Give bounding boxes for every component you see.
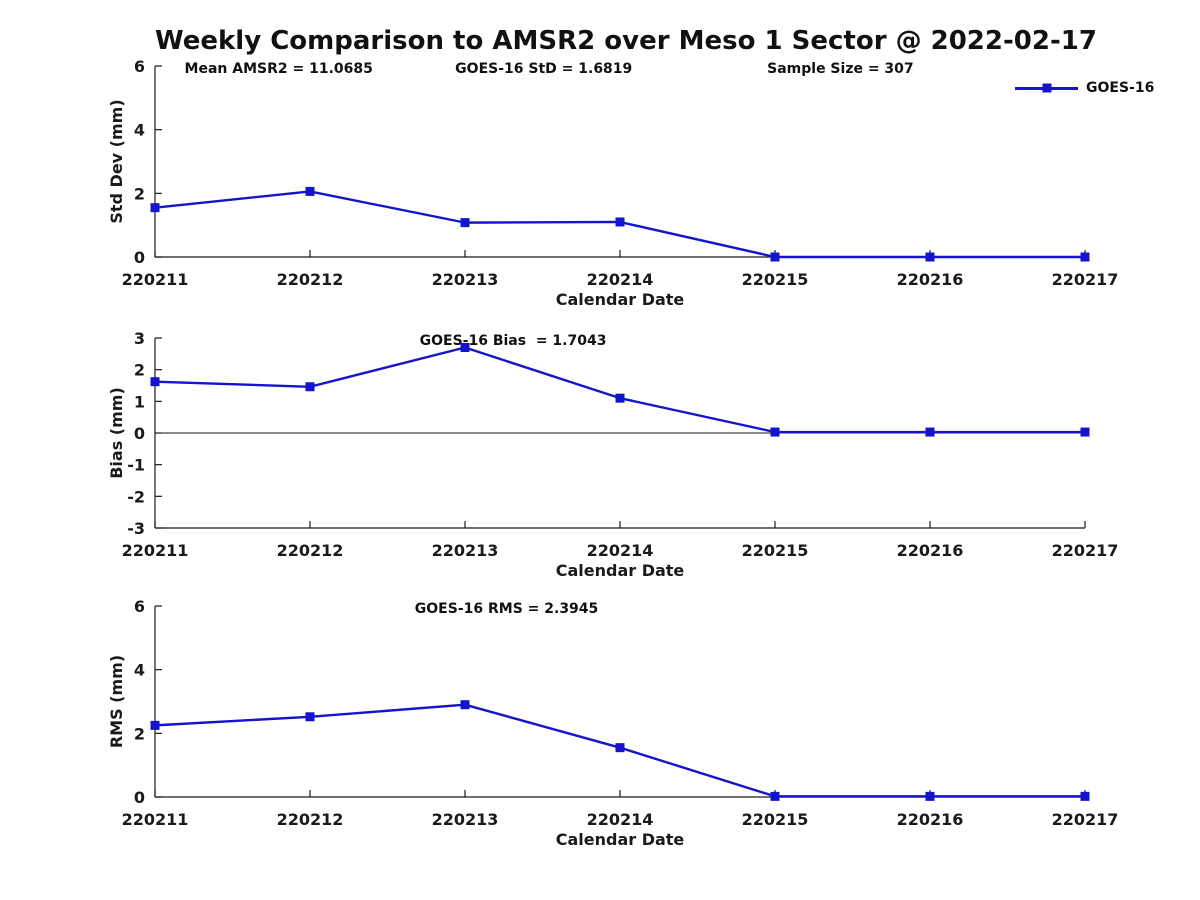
data-point-marker bbox=[150, 720, 160, 730]
data-point-marker bbox=[1080, 252, 1090, 262]
y-tick-label: 2 bbox=[134, 361, 145, 380]
legend-line-sample bbox=[1015, 83, 1078, 93]
x-axis-title: Calendar Date bbox=[556, 830, 685, 849]
y-tick-label: 0 bbox=[134, 424, 145, 443]
x-tick-label: 220217 bbox=[1052, 270, 1119, 289]
stat-annotation: GOES-16 Bias = 1.7043 bbox=[420, 333, 607, 349]
y-axis-title: Bias (mm) bbox=[107, 387, 126, 479]
data-point-marker bbox=[460, 218, 470, 228]
stat-annotation: GOES-16 StD = 1.6819 bbox=[455, 61, 632, 77]
x-tick-label: 220215 bbox=[742, 810, 809, 829]
chart-title: Weekly Comparison to AMSR2 over Meso 1 S… bbox=[155, 26, 1097, 56]
panel-rms: 0 2 4 6 220211 220212 220213 220214 220215 220216… bbox=[107, 597, 1118, 849]
x-axis-title: Calendar Date bbox=[556, 290, 685, 309]
y-tick-label: 1 bbox=[134, 392, 145, 411]
data-point-marker bbox=[925, 791, 935, 801]
data-point-marker bbox=[770, 427, 780, 437]
x-tick-label: 220212 bbox=[277, 541, 344, 560]
x-tick-label: 220212 bbox=[277, 810, 344, 829]
series-line-GOES-16 bbox=[154, 346, 1085, 434]
panel-std-dev: 0 2 4 6 220211 220212 220213 220214 220215 220216… bbox=[107, 57, 1118, 309]
data-point-marker bbox=[1080, 427, 1090, 437]
data-point-marker bbox=[615, 743, 625, 753]
x-tick-label: 220213 bbox=[432, 810, 499, 829]
y-tick-label: 0 bbox=[134, 248, 145, 267]
y-tick-label: -1 bbox=[127, 456, 145, 475]
y-tick-label: 6 bbox=[134, 597, 145, 616]
panel-bias: -3 -2 -1 0 1 2 3 220211 220212 220213 220214 220215… bbox=[107, 329, 1118, 580]
x-tick-label: 220216 bbox=[897, 541, 964, 560]
data-point-marker bbox=[615, 393, 625, 403]
data-point-marker bbox=[305, 382, 315, 392]
data-point-marker bbox=[460, 700, 470, 710]
data-point-marker bbox=[925, 252, 935, 262]
y-tick-label: 0 bbox=[134, 788, 145, 807]
y-tick-label: -2 bbox=[127, 487, 145, 506]
y-tick-label: 4 bbox=[134, 121, 145, 140]
legend-square-marker bbox=[1042, 83, 1051, 93]
y-tick-label: -3 bbox=[127, 519, 145, 538]
x-tick-label: 220217 bbox=[1052, 810, 1119, 829]
stat-annotation: Sample Size = 307 bbox=[767, 61, 914, 77]
stat-annotation: Mean AMSR2 = 11.0685 bbox=[185, 61, 373, 77]
y-tick-label: 4 bbox=[134, 661, 145, 680]
x-tick-label: 220217 bbox=[1052, 541, 1119, 560]
y-axis-title: Std Dev (mm) bbox=[107, 99, 126, 223]
x-tick-label: 220213 bbox=[432, 270, 499, 289]
y-axis-title: RMS (mm) bbox=[107, 655, 126, 748]
legend-label: GOES-16 bbox=[1086, 80, 1155, 96]
stat-annotation: GOES-16 RMS = 2.3945 bbox=[415, 601, 599, 617]
y-tick-label: 3 bbox=[134, 329, 145, 348]
data-point-marker bbox=[1080, 791, 1090, 801]
x-axis-title: Calendar Date bbox=[556, 561, 685, 580]
x-tick-label: 220215 bbox=[742, 270, 809, 289]
y-tick-label: 2 bbox=[134, 184, 145, 203]
data-point-marker bbox=[150, 377, 160, 387]
x-tick-label: 220214 bbox=[587, 810, 654, 829]
x-tick-label: 220211 bbox=[122, 270, 189, 289]
data-point-marker bbox=[615, 217, 625, 227]
x-tick-label: 220211 bbox=[122, 810, 189, 829]
x-tick-label: 220211 bbox=[122, 541, 189, 560]
data-point-marker bbox=[460, 343, 470, 352]
y-tick-label: 6 bbox=[134, 57, 145, 76]
data-point-marker bbox=[770, 791, 780, 801]
legend: GOES-16 bbox=[1015, 81, 1154, 95]
x-tick-label: 220216 bbox=[897, 270, 964, 289]
x-tick-label: 220214 bbox=[587, 270, 654, 289]
x-tick-label: 220215 bbox=[742, 541, 809, 560]
data-point-marker bbox=[305, 712, 315, 722]
x-tick-label: 220213 bbox=[432, 541, 499, 560]
data-point-marker bbox=[305, 186, 315, 196]
x-tick-label: 220216 bbox=[897, 810, 964, 829]
x-tick-label: 220212 bbox=[277, 270, 344, 289]
data-point-marker bbox=[150, 203, 160, 213]
data-point-marker bbox=[925, 427, 935, 437]
y-tick-label: 2 bbox=[134, 724, 145, 743]
x-tick-label: 220214 bbox=[587, 541, 654, 560]
data-point-marker bbox=[770, 252, 780, 262]
